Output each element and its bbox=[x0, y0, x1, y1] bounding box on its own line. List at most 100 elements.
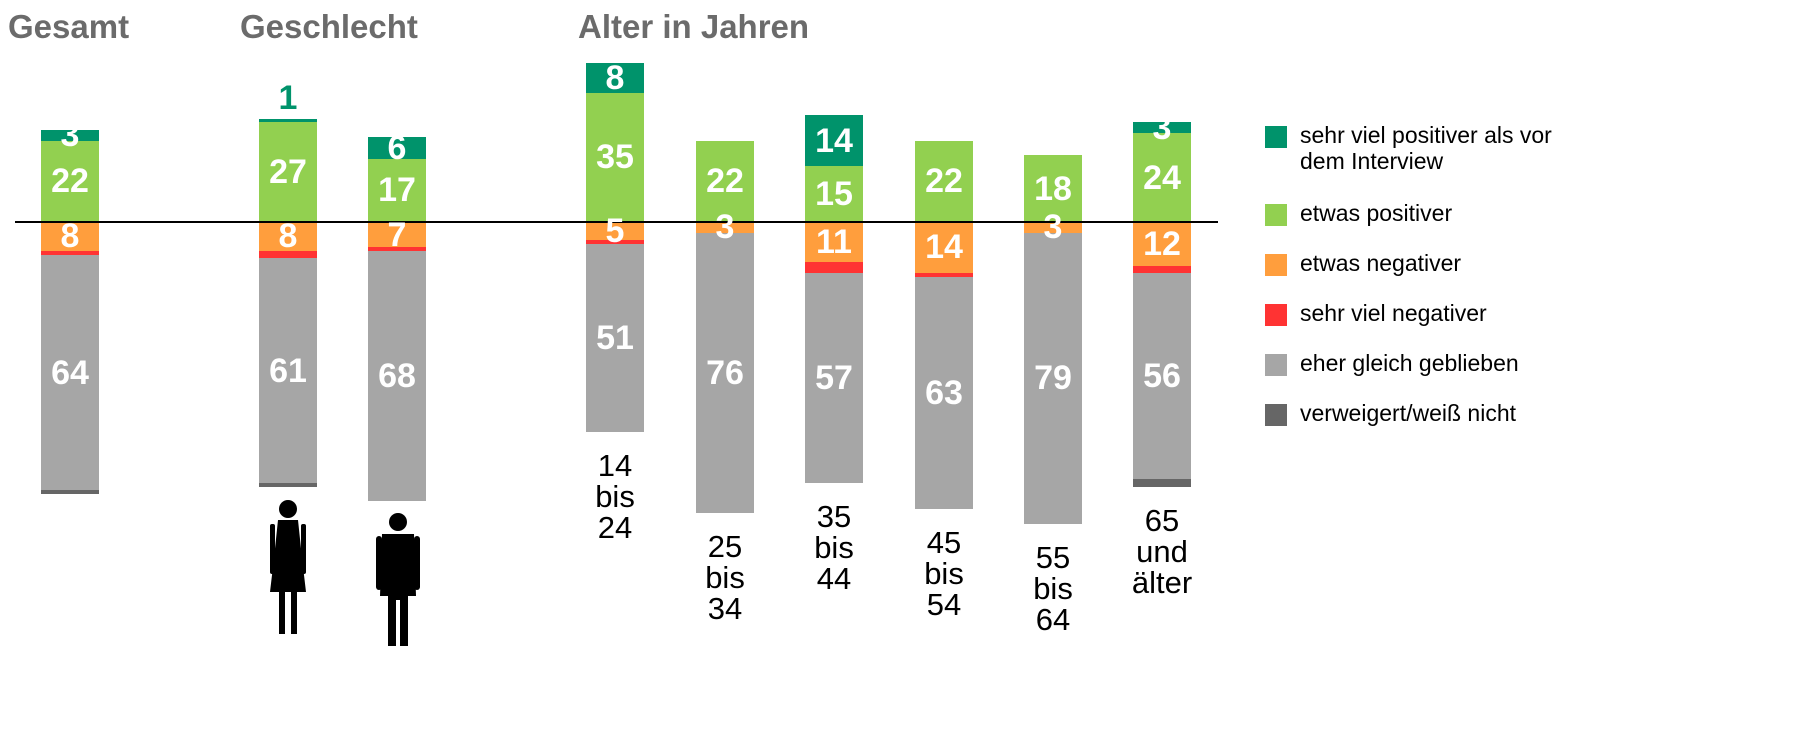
bar-segment bbox=[1024, 232, 1082, 524]
bar-segment bbox=[805, 273, 863, 484]
bar-segment bbox=[368, 137, 426, 160]
bar-segment bbox=[915, 221, 973, 274]
bar-segment bbox=[368, 247, 426, 252]
bar-segment bbox=[1133, 479, 1191, 487]
value-label: 22 bbox=[706, 162, 744, 201]
bar-segment bbox=[41, 221, 99, 252]
x-tick-label: 35 bis 44 bbox=[814, 499, 854, 597]
legend-label: etwas negativer bbox=[1300, 250, 1462, 276]
value-label: 51 bbox=[596, 318, 634, 357]
value-label: 22 bbox=[925, 162, 963, 201]
value-label: 22 bbox=[51, 162, 89, 201]
bar-segment bbox=[41, 129, 99, 141]
value-label: 79 bbox=[1034, 359, 1072, 398]
legend-label: eher gleich geblieben bbox=[1300, 350, 1519, 376]
value-label: 18 bbox=[1034, 169, 1072, 208]
value-label: 35 bbox=[596, 138, 634, 177]
value-label: 3 bbox=[60, 116, 80, 155]
group-title: Gesamt bbox=[8, 8, 130, 45]
value-label: 8 bbox=[278, 217, 298, 256]
bar-segment bbox=[586, 243, 644, 432]
bar-segment bbox=[586, 92, 644, 222]
female-icon bbox=[270, 500, 306, 634]
value-label: 27 bbox=[269, 152, 307, 191]
legend-swatch bbox=[1265, 404, 1287, 426]
x-tick-label: 65 und älter bbox=[1131, 502, 1193, 600]
value-label: 6 bbox=[387, 129, 407, 168]
value-label: 76 bbox=[706, 353, 744, 392]
bar-segment bbox=[696, 140, 754, 222]
bar-segment bbox=[805, 221, 863, 263]
value-label: 3 bbox=[1043, 208, 1063, 247]
bar-segment bbox=[368, 159, 426, 222]
value-label: 17 bbox=[378, 171, 416, 210]
legend-label: sehr viel positiver als vor dem Intervie… bbox=[1300, 122, 1552, 174]
value-label: 3 bbox=[1152, 108, 1172, 147]
value-label: 63 bbox=[925, 373, 963, 412]
value-label: 64 bbox=[51, 353, 89, 392]
x-tick-label: 45 bis 54 bbox=[924, 524, 964, 622]
value-label: 5 bbox=[605, 211, 625, 250]
bar-segment bbox=[259, 251, 317, 259]
bar-segment bbox=[1133, 133, 1191, 222]
bar-segment bbox=[915, 140, 973, 222]
bar-segment bbox=[696, 232, 754, 513]
value-label: 12 bbox=[1143, 224, 1181, 263]
value-label: 57 bbox=[815, 359, 853, 398]
legend-label: sehr viel negativer bbox=[1300, 300, 1487, 326]
x-tick-label: 14 bis 24 bbox=[595, 447, 635, 545]
bar-segment bbox=[915, 276, 973, 509]
value-label: 14 bbox=[815, 121, 853, 160]
value-label: 68 bbox=[378, 357, 416, 396]
bar-segment bbox=[259, 122, 317, 222]
male-icon bbox=[376, 513, 420, 646]
bar-segment bbox=[586, 221, 644, 241]
bar-segment bbox=[41, 254, 99, 491]
value-label: 7 bbox=[387, 215, 407, 254]
legend-swatch bbox=[1265, 304, 1287, 326]
bar-segment bbox=[805, 166, 863, 222]
value-label: 56 bbox=[1143, 357, 1181, 396]
bar-segment bbox=[41, 490, 99, 495]
bar-segment bbox=[368, 251, 426, 502]
group-title: Geschlecht bbox=[240, 8, 418, 45]
value-label: 61 bbox=[269, 351, 307, 390]
value-label: 1 bbox=[278, 78, 298, 117]
bar-segment bbox=[1133, 265, 1191, 274]
bar-segment bbox=[1133, 221, 1191, 266]
bar-segment bbox=[915, 273, 973, 277]
bar-segment bbox=[1133, 273, 1191, 480]
bar-segment bbox=[1024, 221, 1082, 233]
x-tick-label: 55 bis 64 bbox=[1033, 539, 1073, 637]
bar-segment bbox=[805, 262, 863, 274]
value-label: 15 bbox=[815, 175, 853, 214]
bar-segment bbox=[586, 240, 644, 244]
bar-segment bbox=[259, 118, 317, 123]
value-label: 8 bbox=[605, 59, 625, 98]
zero-line bbox=[15, 220, 1218, 223]
value-label: 11 bbox=[816, 222, 852, 261]
bar-segment bbox=[259, 483, 317, 487]
bar-segment bbox=[259, 258, 317, 484]
value-label: 14 bbox=[925, 228, 963, 267]
bar-segment bbox=[1133, 122, 1191, 134]
value-label: 8 bbox=[60, 217, 80, 256]
legend-swatch bbox=[1265, 354, 1287, 376]
legend-swatch bbox=[1265, 254, 1287, 276]
legend-swatch bbox=[1265, 126, 1287, 148]
bar-segment bbox=[1024, 155, 1082, 222]
group-title: Alter in Jahren bbox=[578, 8, 810, 45]
bar-segment bbox=[259, 221, 317, 252]
bar-segment bbox=[696, 221, 754, 233]
bar-segment bbox=[805, 114, 863, 167]
bar-segment bbox=[368, 221, 426, 248]
legend-label: verweigert/weiß nicht bbox=[1300, 400, 1517, 426]
legend-swatch bbox=[1265, 204, 1287, 226]
value-label: 24 bbox=[1143, 158, 1181, 197]
legend-label: etwas positiver bbox=[1300, 200, 1453, 226]
bar-segment bbox=[586, 63, 644, 93]
x-tick-label: 25 bis 34 bbox=[705, 528, 745, 626]
value-label: 3 bbox=[715, 208, 735, 247]
bar-segment bbox=[41, 251, 99, 255]
